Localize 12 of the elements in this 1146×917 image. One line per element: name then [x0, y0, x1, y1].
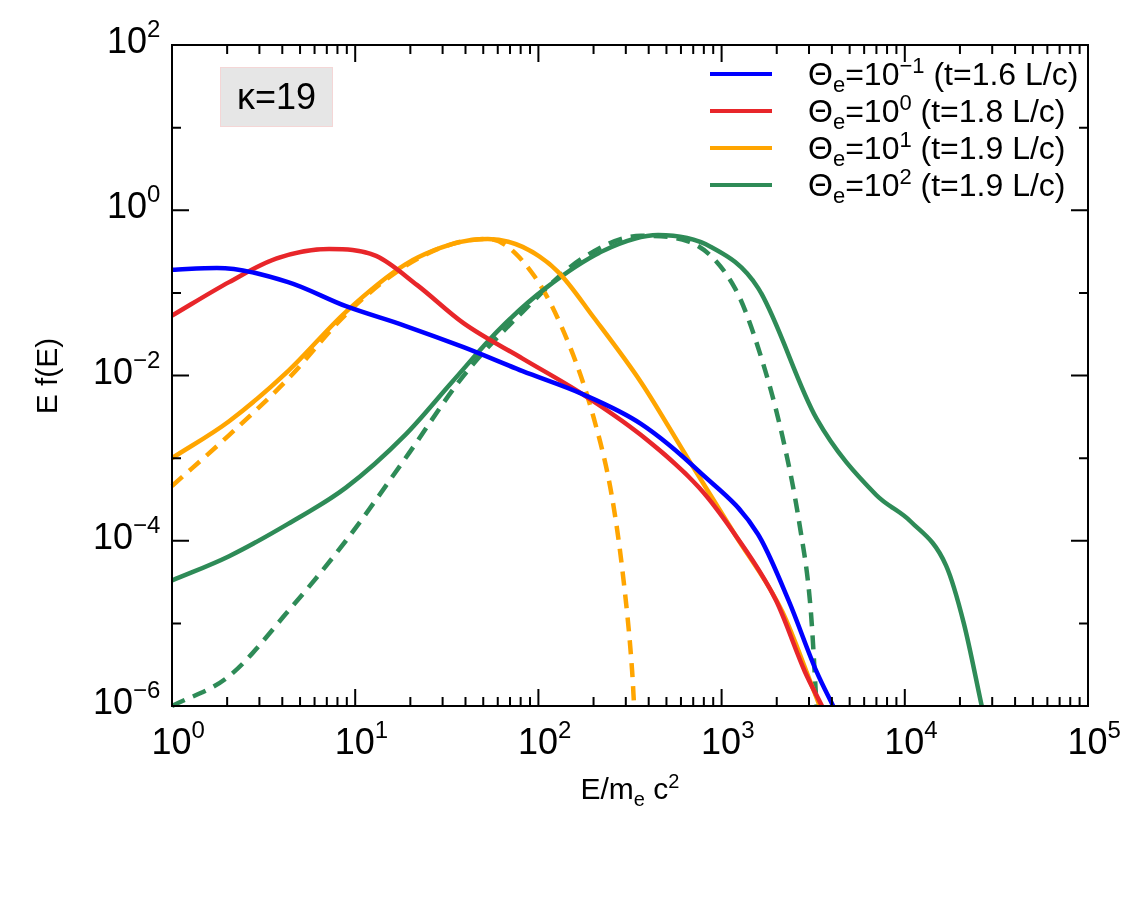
- x-axis-title: E/m$_{e}$ c$^{2}$: [580, 770, 680, 810]
- x-tick-label: 10$^{1}$: [334, 716, 389, 762]
- x-tick-label: 10$^{2}$: [517, 716, 572, 762]
- x-tick-label: 10$^{4}$: [884, 716, 938, 762]
- annotation: κ=19: [220, 67, 334, 127]
- x-tick-label: 10$^{5}$: [1067, 716, 1121, 762]
- y-axis-title: E f(E): [29, 337, 63, 414]
- y-tick-label: 10$^{−2}$: [93, 345, 161, 392]
- x-tick-label: 10$^{3}$: [701, 716, 755, 762]
- y-tick-label: 10$^{−4}$: [93, 511, 161, 557]
- y-tick-label: 10$^{2}$: [107, 15, 161, 61]
- y-tick-label: 10$^{0}$: [107, 180, 161, 227]
